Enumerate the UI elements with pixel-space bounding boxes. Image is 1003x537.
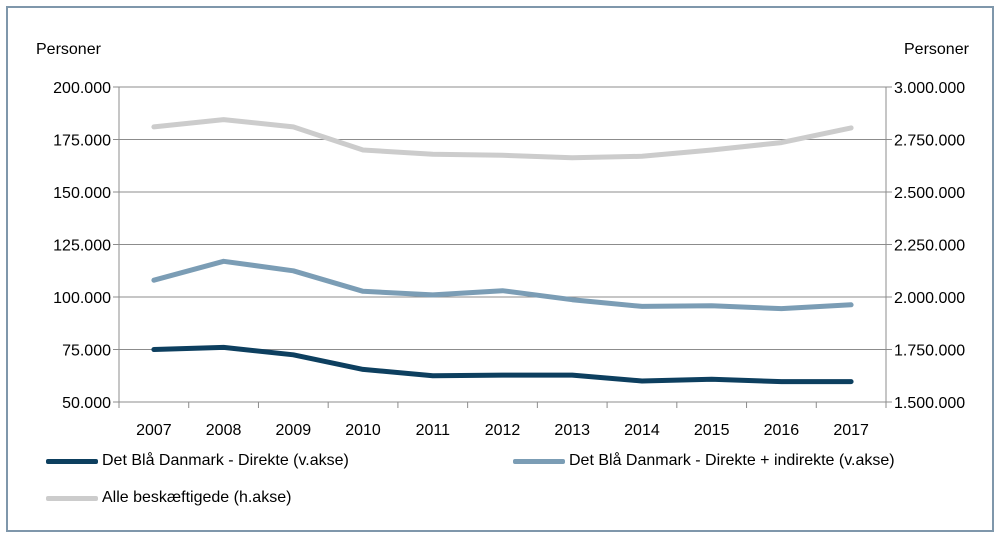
x-axis-tick-label: 2007 [136, 422, 172, 439]
x-axis-tick-label: 2010 [345, 422, 381, 439]
x-axis-tick-label: 2015 [694, 422, 730, 439]
series-line [151, 258, 854, 312]
right-axis-tick-label: 2.750.000 [894, 133, 965, 150]
left-axis-tick-label: 175.000 [53, 133, 111, 150]
x-axis-tick-label: 2014 [624, 422, 660, 439]
x-axis-tick-label: 2013 [554, 422, 590, 439]
right-axis-tick-label: 1.750.000 [894, 343, 965, 360]
right-axis-tick-label: 2.250.000 [894, 238, 965, 255]
legend-swatch-alle [46, 495, 98, 501]
legend-swatch-direkte [46, 458, 98, 464]
x-axis-tick-label: 2017 [833, 422, 869, 439]
chart-frame [6, 6, 994, 532]
right-axis-unit: Personer [904, 41, 969, 58]
right-axis-tick-label: 3.000.000 [894, 80, 965, 97]
x-axis-tick-label: 2009 [276, 422, 312, 439]
x-axis-tick-label: 2016 [764, 422, 800, 439]
x-axis-tick-label: 2011 [416, 422, 451, 439]
left-axis-tick-label: 200.000 [53, 80, 111, 97]
right-axis-tick-label: 2.500.000 [894, 185, 965, 202]
left-axis-tick-label: 50.000 [62, 395, 111, 412]
left-axis-tick-label: 100.000 [53, 290, 111, 307]
legend-item-direkte-indirekte: Det Blå Danmark - Direkte + indirekte (v… [513, 452, 895, 470]
legend-label-direkte-indirekte: Det Blå Danmark - Direkte + indirekte (v… [569, 452, 895, 469]
legend-item-direkte: Det Blå Danmark - Direkte (v.akse) [46, 452, 349, 470]
legend-item-alle: Alle beskæftigede (h.akse) [46, 489, 291, 507]
legend-label-direkte: Det Blå Danmark - Direkte (v.akse) [102, 452, 349, 469]
right-axis-tick-label: 2.000.000 [894, 290, 965, 307]
x-axis-tick-label: 2012 [485, 422, 521, 439]
series-line [151, 117, 854, 161]
left-axis-unit: Personer [36, 41, 101, 58]
left-axis-tick-label: 150.000 [53, 185, 111, 202]
left-axis-tick-label: 75.000 [62, 343, 111, 360]
series-line [151, 344, 854, 385]
legend-label-alle: Alle beskæftigede (h.akse) [102, 489, 292, 506]
right-axis-tick-label: 1.500.000 [894, 395, 965, 412]
legend-swatch-direkte-indirekte [513, 458, 565, 464]
left-axis-tick-label: 125.000 [53, 238, 111, 255]
x-axis-tick-label: 2008 [206, 422, 242, 439]
